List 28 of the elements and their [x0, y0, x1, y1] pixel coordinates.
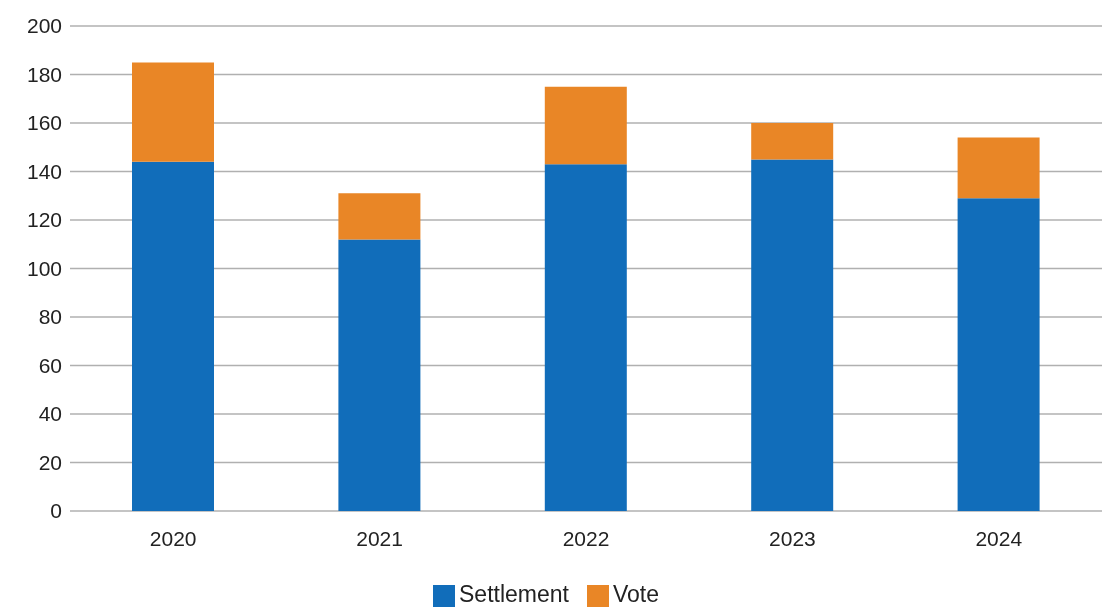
y-tick-label: 180 — [26, 62, 62, 86]
x-tick-label: 2020 — [149, 526, 197, 550]
y-tick-label: 20 — [38, 450, 62, 474]
legend-label: Vote — [612, 581, 659, 607]
bar — [132, 161, 214, 511]
bar — [751, 159, 834, 511]
bar — [544, 86, 627, 165]
bar — [957, 137, 1040, 199]
y-tick-label: 80 — [38, 305, 62, 329]
bar — [338, 239, 421, 511]
y-tick-label: 60 — [38, 353, 62, 377]
x-tick-label: 2024 — [975, 526, 1023, 550]
x-tick-label: 2022 — [562, 526, 610, 550]
legend-label: Settlement — [459, 581, 569, 607]
y-tick-label: 200 — [26, 14, 62, 38]
y-tick-label: 120 — [26, 208, 62, 232]
y-tick-label: 160 — [26, 111, 62, 135]
bar — [132, 62, 214, 162]
y-tick-label: 100 — [26, 256, 62, 280]
bar — [957, 198, 1040, 511]
y-tick-label: 40 — [38, 402, 62, 426]
x-tick-label: 2023 — [769, 526, 816, 550]
bar — [544, 164, 627, 511]
x-tick-label: 2021 — [356, 526, 403, 550]
bar — [751, 123, 834, 160]
bar — [338, 193, 421, 240]
y-tick-label: 0 — [50, 499, 62, 523]
y-tick-label: 140 — [26, 159, 62, 183]
